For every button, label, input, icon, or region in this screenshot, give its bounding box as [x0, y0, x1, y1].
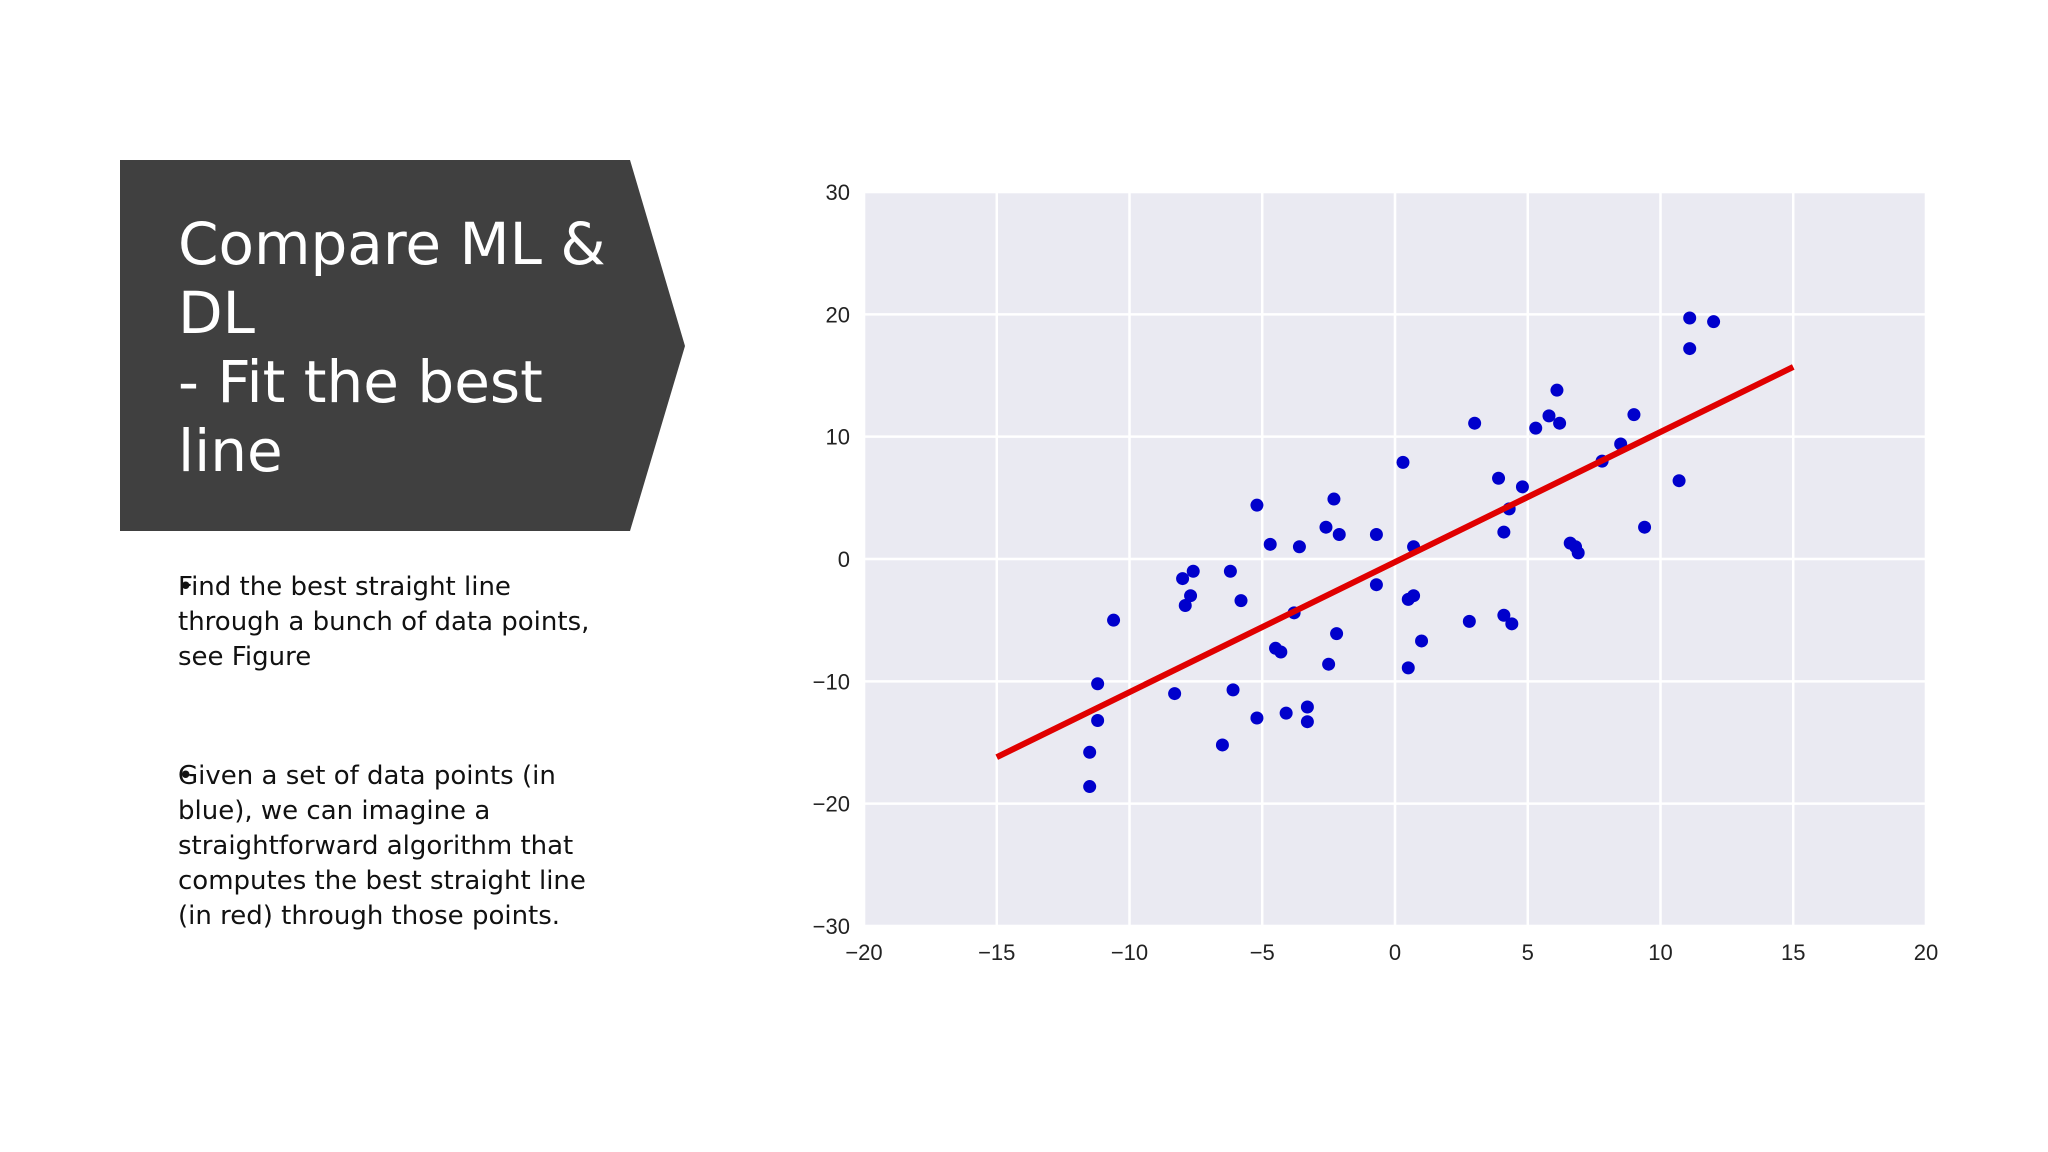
data-point — [1226, 683, 1240, 697]
data-point — [1550, 383, 1564, 397]
data-point — [1497, 608, 1511, 622]
scatter-chart: −20 −15 −10 −5 0 5 10 15 20 −30 −20 −10 0 10 20 30 — [780, 160, 1980, 990]
data-point — [1683, 342, 1697, 356]
data-point — [1407, 589, 1421, 603]
data-point — [1505, 617, 1519, 631]
data-point — [1542, 409, 1556, 423]
x-tick-label: −15 — [978, 940, 1015, 965]
data-point — [1083, 745, 1097, 759]
data-point — [1330, 627, 1344, 641]
x-tick-label: −5 — [1250, 940, 1275, 965]
data-point — [1091, 713, 1105, 727]
data-point — [1468, 416, 1482, 430]
data-point — [1223, 564, 1237, 578]
bullet-marker: • — [178, 572, 194, 602]
data-point — [1462, 614, 1476, 628]
bullet-text: Given a set of data points (in blue), we… — [178, 761, 586, 931]
x-tick-label: 0 — [1389, 940, 1401, 965]
x-tick-label: −10 — [1111, 940, 1148, 965]
data-point — [1178, 598, 1192, 612]
data-point — [1683, 311, 1697, 325]
bullet-item: • Find the best straight line through a … — [178, 570, 618, 675]
data-point — [1250, 711, 1264, 725]
data-point — [1369, 578, 1383, 592]
data-point — [1184, 589, 1198, 603]
x-tick-label: 20 — [1914, 940, 1938, 965]
y-tick-label: −30 — [813, 914, 850, 939]
data-point — [1319, 520, 1333, 534]
x-tick-label: 10 — [1648, 940, 1672, 965]
data-point — [1091, 677, 1105, 691]
data-point — [1492, 471, 1506, 485]
data-point — [1627, 408, 1641, 422]
data-point — [1250, 498, 1264, 512]
data-point — [1515, 480, 1529, 494]
data-point — [1332, 528, 1346, 542]
y-tick-label: −20 — [813, 792, 850, 817]
y-tick-label: 10 — [826, 425, 850, 450]
data-point — [1234, 594, 1248, 608]
y-tick-label: 0 — [838, 547, 850, 572]
x-tick-label: 15 — [1781, 940, 1805, 965]
data-point — [1215, 738, 1229, 752]
data-point — [1638, 520, 1652, 534]
title-banner-shape — [120, 160, 685, 531]
data-point — [1401, 661, 1415, 675]
data-point — [1415, 634, 1429, 648]
data-point — [1279, 706, 1293, 720]
data-point — [1176, 572, 1190, 586]
title-banner: Compare ML & DL - Fit the best line — [120, 160, 685, 531]
data-point — [1571, 546, 1585, 560]
data-point — [1497, 525, 1511, 539]
data-point — [1672, 474, 1686, 488]
data-point — [1292, 540, 1306, 554]
data-point — [1327, 492, 1341, 506]
data-point — [1107, 613, 1121, 627]
data-point — [1263, 537, 1277, 551]
slide-title: Compare ML & DL - Fit the best line — [178, 210, 606, 485]
x-tick-label: −20 — [845, 940, 882, 965]
data-point — [1186, 564, 1200, 578]
y-tick-label: 20 — [826, 302, 850, 327]
data-point — [1274, 645, 1288, 659]
data-point — [1300, 700, 1314, 714]
y-tick-label: −10 — [813, 669, 850, 694]
bullet-list: • Find the best straight line through a … — [178, 570, 618, 934]
fit-line — [995, 364, 1795, 760]
data-point — [1168, 687, 1182, 701]
data-point — [1396, 455, 1410, 469]
bullet-text: Find the best straight line through a bu… — [178, 572, 590, 672]
bullet-item: • Given a set of data points (in blue), … — [178, 759, 618, 934]
y-tick-label: 30 — [826, 180, 850, 205]
data-point — [1529, 421, 1543, 435]
bullet-marker: • — [178, 761, 194, 791]
x-tick-label: 5 — [1522, 940, 1534, 965]
data-point — [1083, 780, 1097, 794]
data-point — [1300, 715, 1314, 729]
data-point — [1369, 528, 1383, 542]
data-point — [1553, 416, 1567, 430]
data-point — [1707, 315, 1721, 329]
data-point — [1322, 657, 1336, 671]
